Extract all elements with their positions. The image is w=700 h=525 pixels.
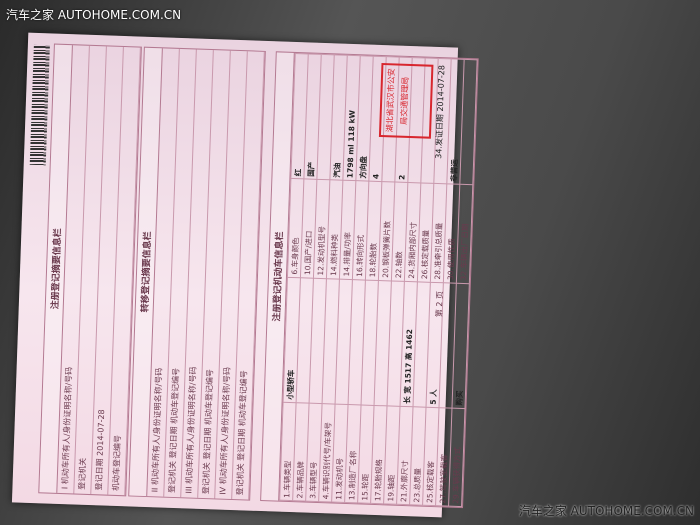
page-number: 第 2 页 <box>434 290 445 318</box>
vehicle-section: 注册登记机动车信息栏 1.车辆类型 小型轿车 6.车身颜色红 2.车辆品牌 10.国产/… <box>260 51 479 509</box>
certificate-page: 注册登记摘要信息栏 I 机动车所有人/身份证明名称/号码 登记机关 登记日期 201… <box>11 32 479 518</box>
summary-section: 注册登记摘要信息栏 I 机动车所有人/身份证明名称/号码 登记机关 登记日期 201… <box>38 43 142 497</box>
transfer-section: 转移登记摘要信息栏 II 机动车所有人/身份证明名称/号码 登记机关 登记日期 机… <box>128 46 266 501</box>
watermark: 汽车之家 AUTOHOME.COM.CN <box>6 8 182 22</box>
field-label: 29.车辆获得方式 <box>448 407 465 507</box>
field-label: 32.车辆出厂日期 <box>456 184 473 284</box>
vehicle-table: 1.车辆类型 小型轿车 6.车身颜色红 2.车辆品牌 10.国产/进口 国产 3.车辆型号 1… <box>279 53 478 507</box>
barcode <box>29 44 50 166</box>
stamp: 湖北省武汉市公安局交通管理局 <box>378 62 434 139</box>
watermark: 汽车之家 AUTOHOME.COM.CN <box>518 504 694 518</box>
